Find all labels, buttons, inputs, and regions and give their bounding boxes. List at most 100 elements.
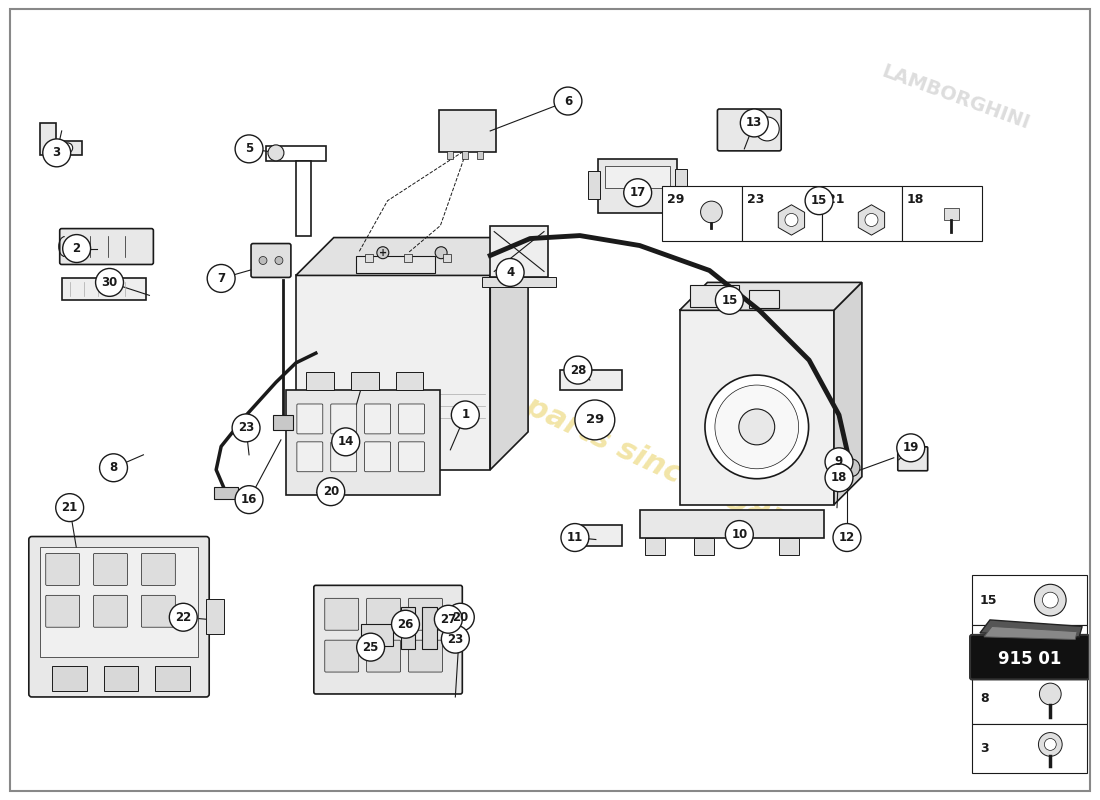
- Circle shape: [896, 434, 925, 462]
- Text: 3: 3: [980, 742, 989, 755]
- Text: 26: 26: [397, 618, 414, 630]
- FancyBboxPatch shape: [972, 724, 1087, 773]
- FancyBboxPatch shape: [94, 595, 128, 627]
- Text: 18: 18: [830, 471, 847, 484]
- FancyBboxPatch shape: [597, 159, 676, 213]
- Text: +: +: [378, 248, 387, 258]
- FancyBboxPatch shape: [266, 146, 326, 161]
- FancyBboxPatch shape: [297, 404, 322, 434]
- Circle shape: [715, 385, 799, 469]
- FancyBboxPatch shape: [717, 109, 781, 151]
- FancyBboxPatch shape: [398, 404, 425, 434]
- Bar: [448, 151, 453, 159]
- Circle shape: [1038, 733, 1063, 756]
- FancyBboxPatch shape: [674, 169, 686, 197]
- FancyBboxPatch shape: [351, 372, 378, 390]
- Text: 11: 11: [566, 531, 583, 544]
- Polygon shape: [980, 620, 1082, 637]
- Circle shape: [1044, 738, 1056, 750]
- Text: 9: 9: [835, 455, 843, 468]
- Text: 915 01: 915 01: [998, 650, 1062, 668]
- FancyBboxPatch shape: [560, 370, 621, 390]
- Circle shape: [436, 246, 447, 258]
- FancyBboxPatch shape: [331, 404, 356, 434]
- Circle shape: [235, 486, 263, 514]
- FancyBboxPatch shape: [690, 286, 739, 307]
- FancyBboxPatch shape: [155, 666, 190, 691]
- Text: 28: 28: [570, 364, 586, 377]
- FancyBboxPatch shape: [324, 640, 359, 672]
- Bar: [1046, 630, 1054, 638]
- Bar: [443, 254, 451, 262]
- FancyBboxPatch shape: [694, 538, 714, 555]
- FancyBboxPatch shape: [972, 575, 1087, 625]
- Text: 23: 23: [448, 633, 463, 646]
- Text: 23: 23: [238, 422, 254, 434]
- FancyBboxPatch shape: [366, 640, 400, 672]
- Polygon shape: [984, 626, 1077, 639]
- Circle shape: [740, 109, 768, 137]
- Text: 30: 30: [101, 276, 118, 289]
- FancyBboxPatch shape: [439, 110, 496, 152]
- Text: 10: 10: [732, 528, 748, 541]
- FancyBboxPatch shape: [52, 666, 87, 691]
- FancyBboxPatch shape: [94, 554, 128, 586]
- Text: 27: 27: [440, 613, 456, 626]
- Text: 8: 8: [109, 462, 118, 474]
- FancyBboxPatch shape: [142, 554, 175, 586]
- FancyBboxPatch shape: [273, 415, 293, 430]
- Polygon shape: [40, 123, 81, 155]
- FancyBboxPatch shape: [645, 538, 664, 555]
- Text: 22: 22: [175, 610, 191, 624]
- FancyBboxPatch shape: [361, 624, 393, 646]
- Bar: [477, 151, 483, 159]
- FancyBboxPatch shape: [364, 442, 390, 472]
- Text: 13: 13: [746, 117, 762, 130]
- FancyBboxPatch shape: [398, 442, 425, 472]
- Circle shape: [842, 458, 860, 477]
- Text: a passion for parts since 1985: a passion for parts since 1985: [308, 293, 792, 539]
- Text: 19: 19: [903, 442, 918, 454]
- Circle shape: [575, 400, 615, 440]
- FancyBboxPatch shape: [970, 635, 1089, 679]
- Circle shape: [169, 603, 197, 631]
- Text: 6: 6: [564, 94, 572, 107]
- Circle shape: [100, 454, 128, 482]
- FancyBboxPatch shape: [662, 186, 741, 241]
- Circle shape: [725, 521, 754, 549]
- FancyBboxPatch shape: [898, 447, 927, 470]
- Text: 18: 18: [906, 194, 924, 206]
- Circle shape: [56, 494, 84, 522]
- Circle shape: [441, 626, 470, 653]
- Polygon shape: [834, 282, 862, 505]
- Bar: [365, 254, 373, 262]
- FancyBboxPatch shape: [103, 666, 139, 691]
- Circle shape: [332, 428, 360, 456]
- Circle shape: [785, 214, 798, 226]
- Text: 12: 12: [839, 531, 855, 544]
- Polygon shape: [858, 205, 884, 235]
- Circle shape: [258, 257, 267, 265]
- Text: 14: 14: [338, 435, 354, 448]
- Text: 23: 23: [747, 194, 764, 206]
- Circle shape: [756, 117, 779, 141]
- Circle shape: [865, 214, 878, 226]
- FancyBboxPatch shape: [779, 538, 799, 555]
- Text: LAMBORGHINI: LAMBORGHINI: [879, 62, 1032, 133]
- Circle shape: [275, 257, 283, 265]
- Circle shape: [232, 414, 260, 442]
- FancyBboxPatch shape: [142, 595, 175, 627]
- FancyBboxPatch shape: [40, 547, 198, 657]
- FancyBboxPatch shape: [749, 290, 779, 308]
- FancyBboxPatch shape: [587, 170, 600, 198]
- FancyBboxPatch shape: [331, 442, 356, 472]
- FancyBboxPatch shape: [491, 226, 548, 278]
- Circle shape: [554, 87, 582, 115]
- Text: E39: E39: [385, 436, 402, 445]
- Circle shape: [207, 265, 235, 292]
- Text: VARTA: VARTA: [379, 417, 406, 426]
- Text: 15: 15: [811, 194, 827, 207]
- Circle shape: [451, 401, 480, 429]
- Circle shape: [96, 269, 123, 296]
- Text: 5: 5: [245, 142, 253, 155]
